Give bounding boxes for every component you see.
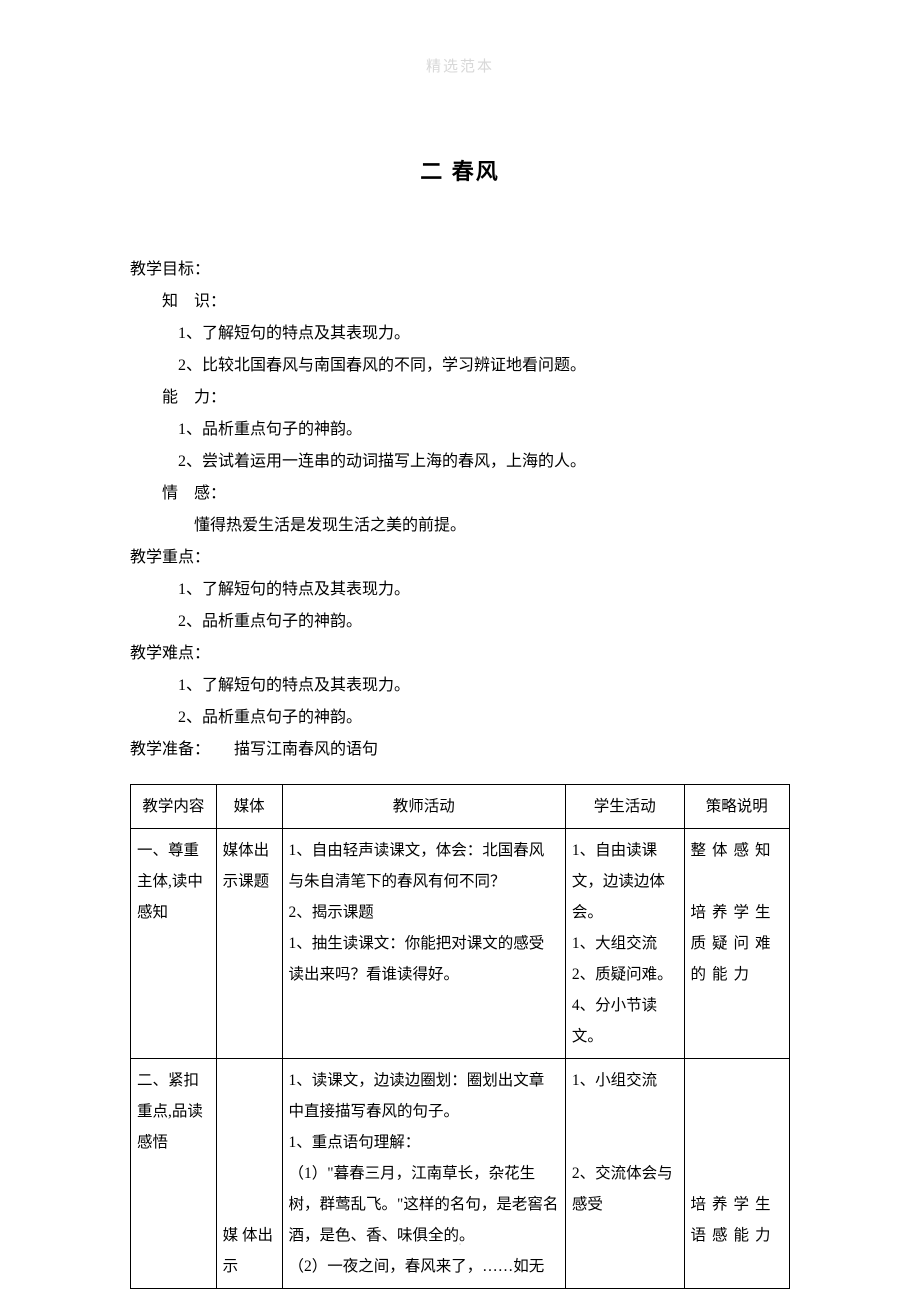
ability-heading: 能 力： bbox=[130, 382, 790, 414]
footer-dot: . bbox=[0, 1226, 920, 1256]
cell-strategy: 整体感知 培养学生质疑问难的能力 bbox=[684, 829, 789, 1059]
cell-student: 1、自由读课文，边读边体会。1、大组交流2、质疑问难。4、分小节读文。 bbox=[565, 829, 684, 1059]
goals-heading: 教学目标： bbox=[130, 254, 790, 286]
header-watermark: 精选范本 bbox=[0, 52, 920, 82]
knowledge-item: 1、了解短句的特点及其表现力。 bbox=[130, 318, 790, 350]
cell-media: 媒体出示课题 bbox=[216, 829, 282, 1059]
emotion-item: 懂得热爱生活是发现生活之美的前提。 bbox=[130, 510, 790, 542]
difficulty-heading: 教学难点： bbox=[130, 638, 790, 670]
knowledge-item: 2、比较北国春风与南国春风的不同，学习辨证地看问题。 bbox=[130, 350, 790, 382]
cell-teacher: 1、自由轻声读课文，体会：北国春风与朱自清笔下的春风有何不同？2、揭示课题1、抽… bbox=[282, 829, 565, 1059]
ability-item: 2、尝试着运用一连串的动词描写上海的春风，上海的人。 bbox=[130, 446, 790, 478]
knowledge-heading: 知 识： bbox=[130, 286, 790, 318]
col-header: 教师活动 bbox=[282, 785, 565, 829]
prep-label: 教学准备： bbox=[130, 741, 210, 758]
difficulty-item: 2、品析重点句子的神韵。 bbox=[130, 702, 790, 734]
keypoints-heading: 教学重点： bbox=[130, 542, 790, 574]
ability-item: 1、品析重点句子的神韵。 bbox=[130, 414, 790, 446]
table-header-row: 教学内容 媒体 教师活动 学生活动 策略说明 bbox=[131, 785, 790, 829]
page-title: 二 春风 bbox=[130, 150, 790, 194]
lesson-plan-table: 教学内容 媒体 教师活动 学生活动 策略说明 一、尊重主体,读中感知 媒体出示课… bbox=[130, 784, 790, 1289]
prep-text: 描写江南春风的语句 bbox=[234, 741, 378, 758]
col-header: 媒体 bbox=[216, 785, 282, 829]
keypoints-item: 1、了解短句的特点及其表现力。 bbox=[130, 574, 790, 606]
document-body: 教学目标： 知 识： 1、了解短句的特点及其表现力。 2、比较北国春风与南国春风… bbox=[130, 254, 790, 766]
cell-content: 一、尊重主体,读中感知 bbox=[131, 829, 217, 1059]
col-header: 策略说明 bbox=[684, 785, 789, 829]
emotion-heading: 情 感： bbox=[130, 478, 790, 510]
prep-line: 教学准备： 描写江南春风的语句 bbox=[130, 734, 790, 766]
keypoints-item: 2、品析重点句子的神韵。 bbox=[130, 606, 790, 638]
table-row: 一、尊重主体,读中感知 媒体出示课题 1、自由轻声读课文，体会：北国春风与朱自清… bbox=[131, 829, 790, 1059]
difficulty-item: 1、了解短句的特点及其表现力。 bbox=[130, 670, 790, 702]
col-header: 教学内容 bbox=[131, 785, 217, 829]
col-header: 学生活动 bbox=[565, 785, 684, 829]
